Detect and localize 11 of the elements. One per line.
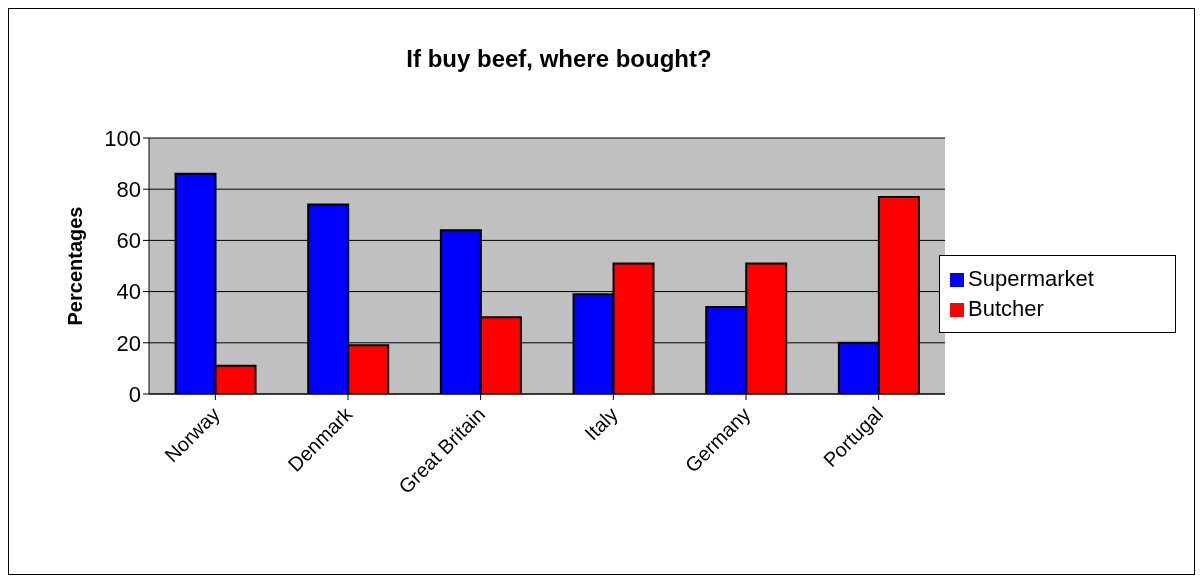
y-tick-label: 0 [128,381,141,407]
y-tick-label: 40 [116,279,141,305]
chart-title: If buy beef, where bought? [405,45,713,73]
y-tick-label: 80 [116,177,141,203]
y-tick-label: 60 [116,228,141,254]
y-tick-label: 20 [116,330,141,356]
legend-label: Supermarket [968,266,1094,291]
legend-label: Butcher [968,296,1044,321]
y-axis-title: Percentages [64,206,87,326]
y-tick-label: 100 [104,125,141,151]
x-tick-label: Italy [580,402,622,445]
